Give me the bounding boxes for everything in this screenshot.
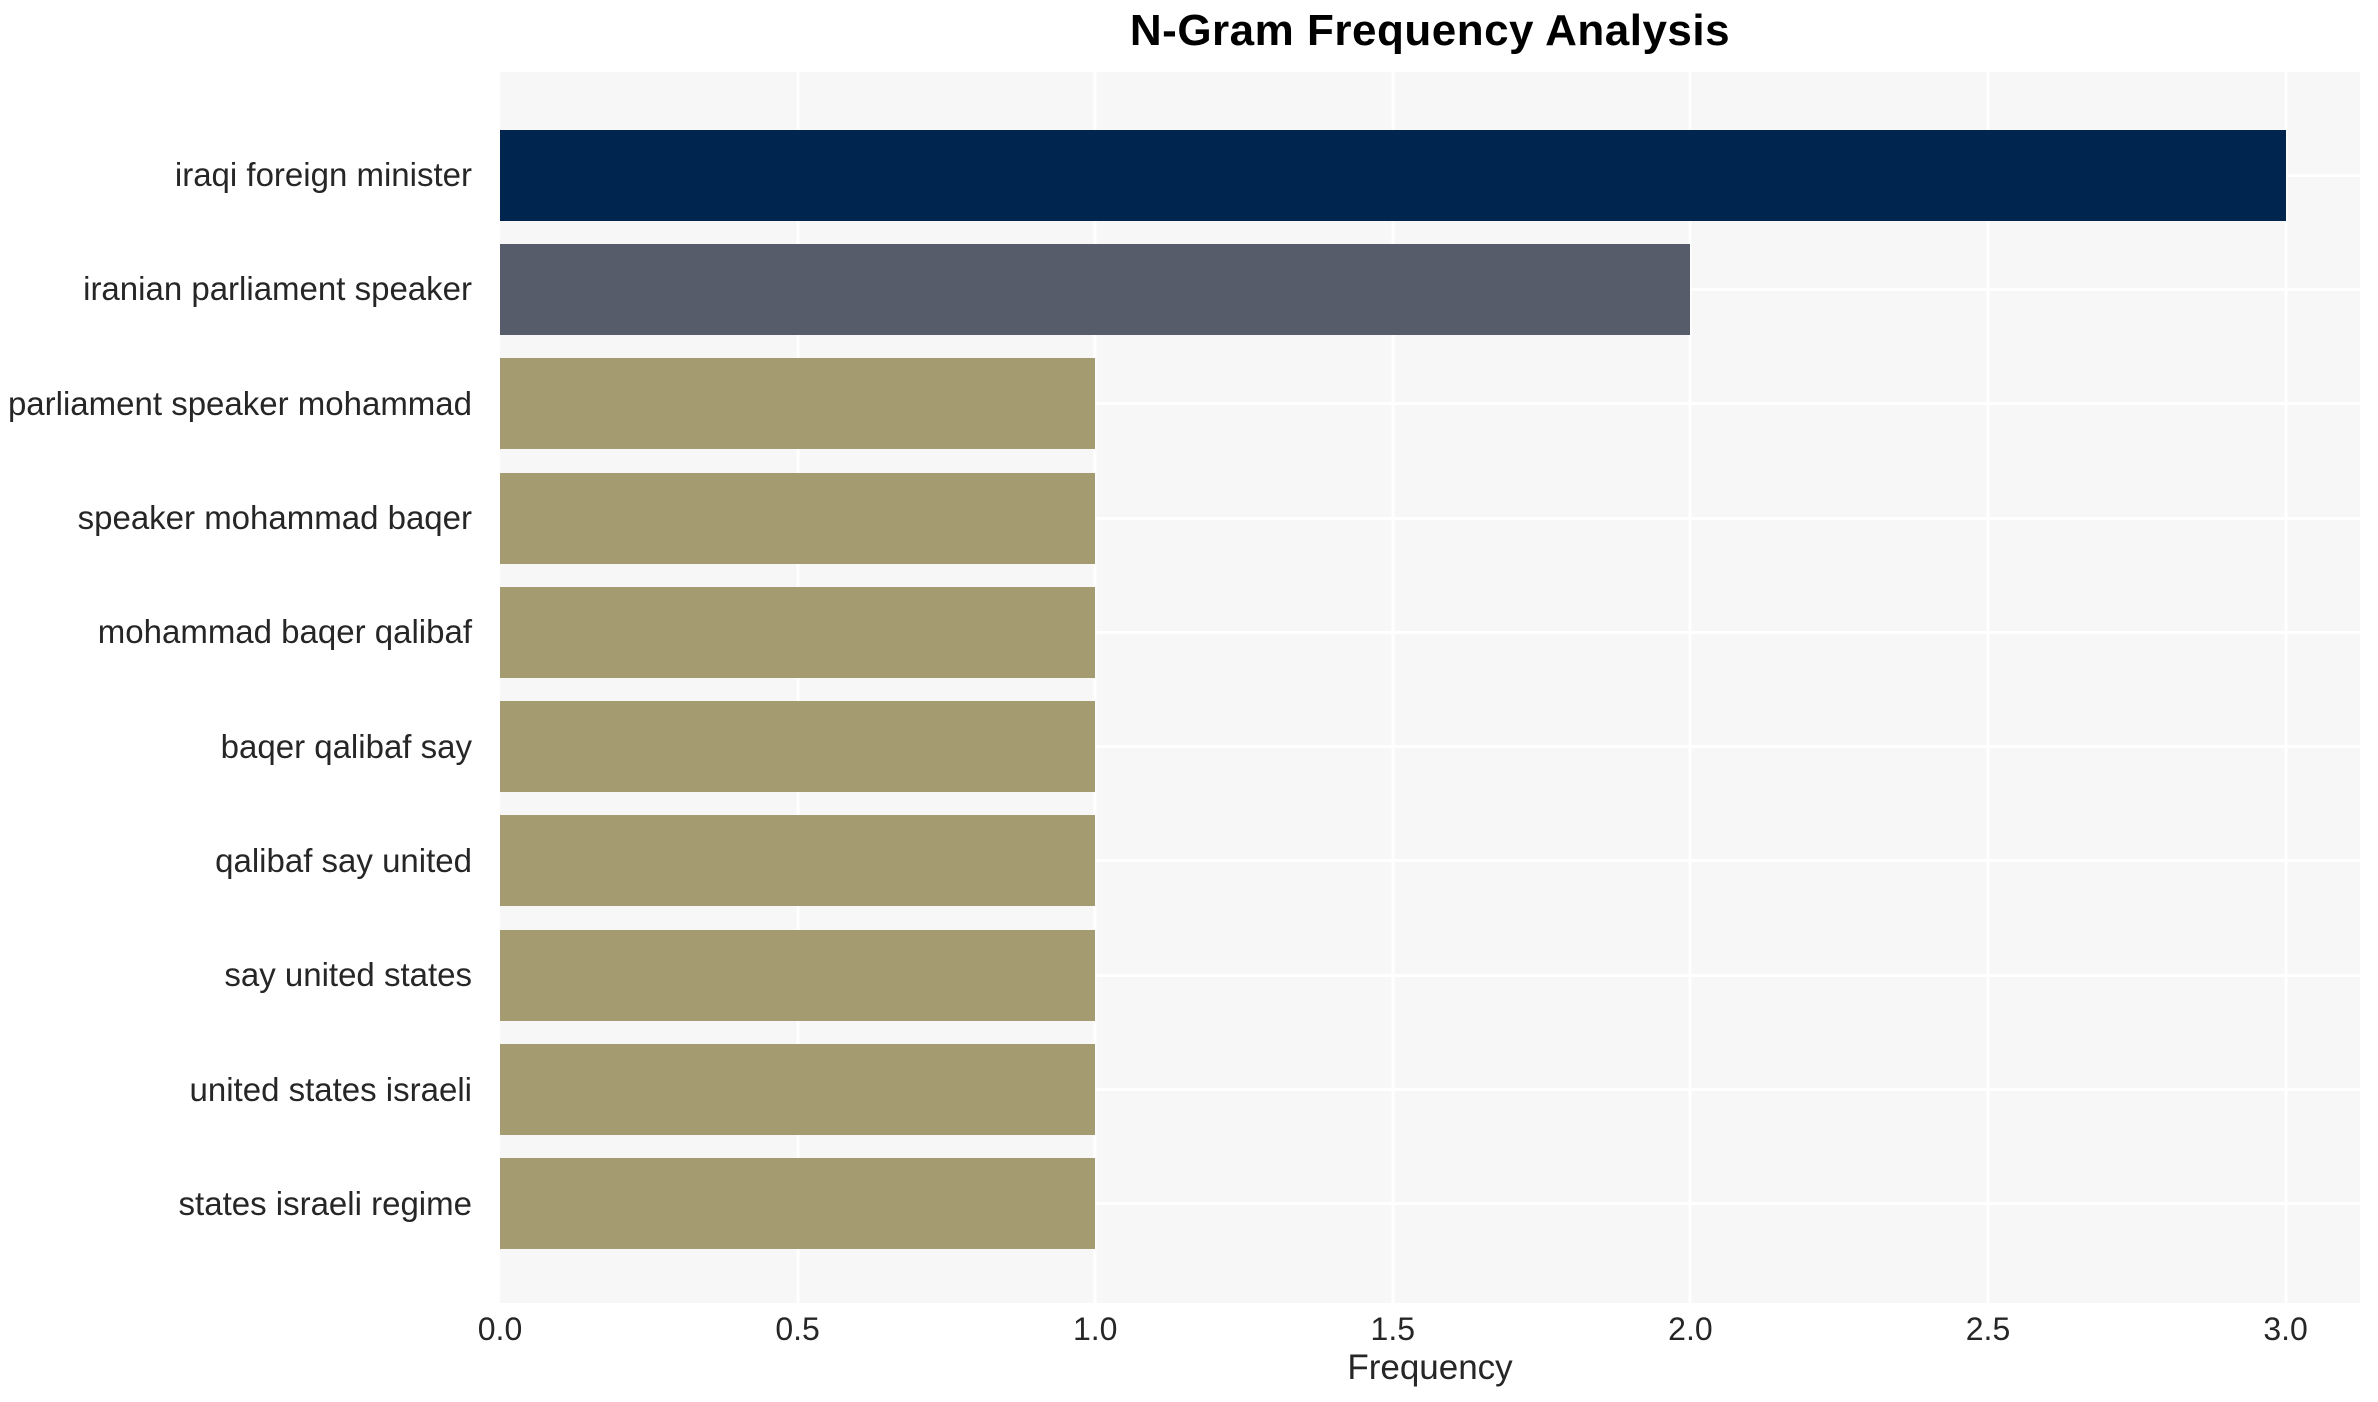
horizontal-gridline <box>500 973 2360 977</box>
y-axis-labels: iraqi foreign minister iranian parliament… <box>0 72 486 1303</box>
bar-row <box>500 804 2360 918</box>
bar-parliament-speaker-mohammad <box>500 358 1096 450</box>
y-axis-label: parliament speaker mohammad <box>7 384 472 422</box>
x-axis-title: Frequency <box>1347 1348 1513 1387</box>
y-axis-label: united states israeli <box>189 1070 472 1108</box>
bar-row <box>500 232 2360 346</box>
x-axis-ticks: 0.0 0.5 1.0 1.5 2.0 2.5 3.0 <box>478 1303 2360 1347</box>
vertical-gridline <box>1391 72 1395 1303</box>
bar-united-states-israeli <box>500 1044 1096 1136</box>
bar-iranian-parliament-speaker <box>500 243 1691 335</box>
bar-row <box>500 1147 2360 1261</box>
x-axis-tick-label: 0.5 <box>775 1311 820 1347</box>
bar-qalibaf-say-united <box>500 815 1096 907</box>
horizontal-gridline <box>500 1088 2360 1092</box>
y-axis-label: mohammad baqer qalibaf <box>97 613 472 651</box>
bar-speaker-mohammad-baqer <box>500 472 1096 564</box>
horizontal-gridline <box>500 859 2360 863</box>
y-axis-label: iranian parliament speaker <box>83 270 472 308</box>
chart-title: N-Gram Frequency Analysis <box>1129 6 1731 55</box>
bar-say-united-states <box>500 929 1096 1021</box>
x-axis-tick-label: 1.0 <box>1072 1311 1118 1347</box>
bar-iraqi-foreign-minister <box>500 129 2286 221</box>
bar-mohammad-baqer-qalibaf <box>500 586 1096 678</box>
plot-area <box>500 72 2360 1303</box>
bar-states-israeli-regime <box>500 1158 1096 1250</box>
bar-rows <box>500 72 2360 1303</box>
bar-baqer-qalibaf-say <box>500 701 1096 793</box>
horizontal-gridline <box>500 516 2360 520</box>
y-axis-label: baqer qalibaf say <box>220 727 472 765</box>
y-axis-label: speaker mohammad baqer <box>77 499 472 537</box>
vertical-gridline <box>1093 72 1097 1303</box>
bar-row <box>500 918 2360 1032</box>
y-axis-label: say united states <box>224 956 472 994</box>
vertical-gridline <box>796 72 800 1303</box>
bar-row <box>500 1032 2360 1146</box>
x-axis-tick-label: 2.0 <box>1668 1311 1713 1347</box>
x-axis-tick-label: 2.5 <box>1965 1311 2011 1347</box>
horizontal-gridline <box>500 402 2360 406</box>
bar-row <box>500 689 2360 803</box>
x-axis-tick-label: 1.5 <box>1370 1311 1416 1347</box>
bar-row <box>500 575 2360 689</box>
horizontal-gridline <box>500 630 2360 634</box>
horizontal-gridline <box>500 745 2360 749</box>
vertical-gridline <box>1688 72 1692 1303</box>
vertical-gridline <box>2284 72 2288 1303</box>
x-axis-tick-label: 3.0 <box>2263 1311 2308 1347</box>
bar-row <box>500 347 2360 461</box>
y-axis-label: iraqi foreign minister <box>174 156 472 194</box>
bar-row <box>500 461 2360 575</box>
y-axis-label: states israeli regime <box>178 1184 472 1222</box>
y-axis-label: qalibaf say united <box>215 841 472 879</box>
vertical-gridline <box>1986 72 1990 1303</box>
horizontal-gridline <box>500 1202 2360 1206</box>
bar-row <box>500 118 2360 232</box>
x-axis-tick-label: 0.0 <box>477 1311 523 1347</box>
